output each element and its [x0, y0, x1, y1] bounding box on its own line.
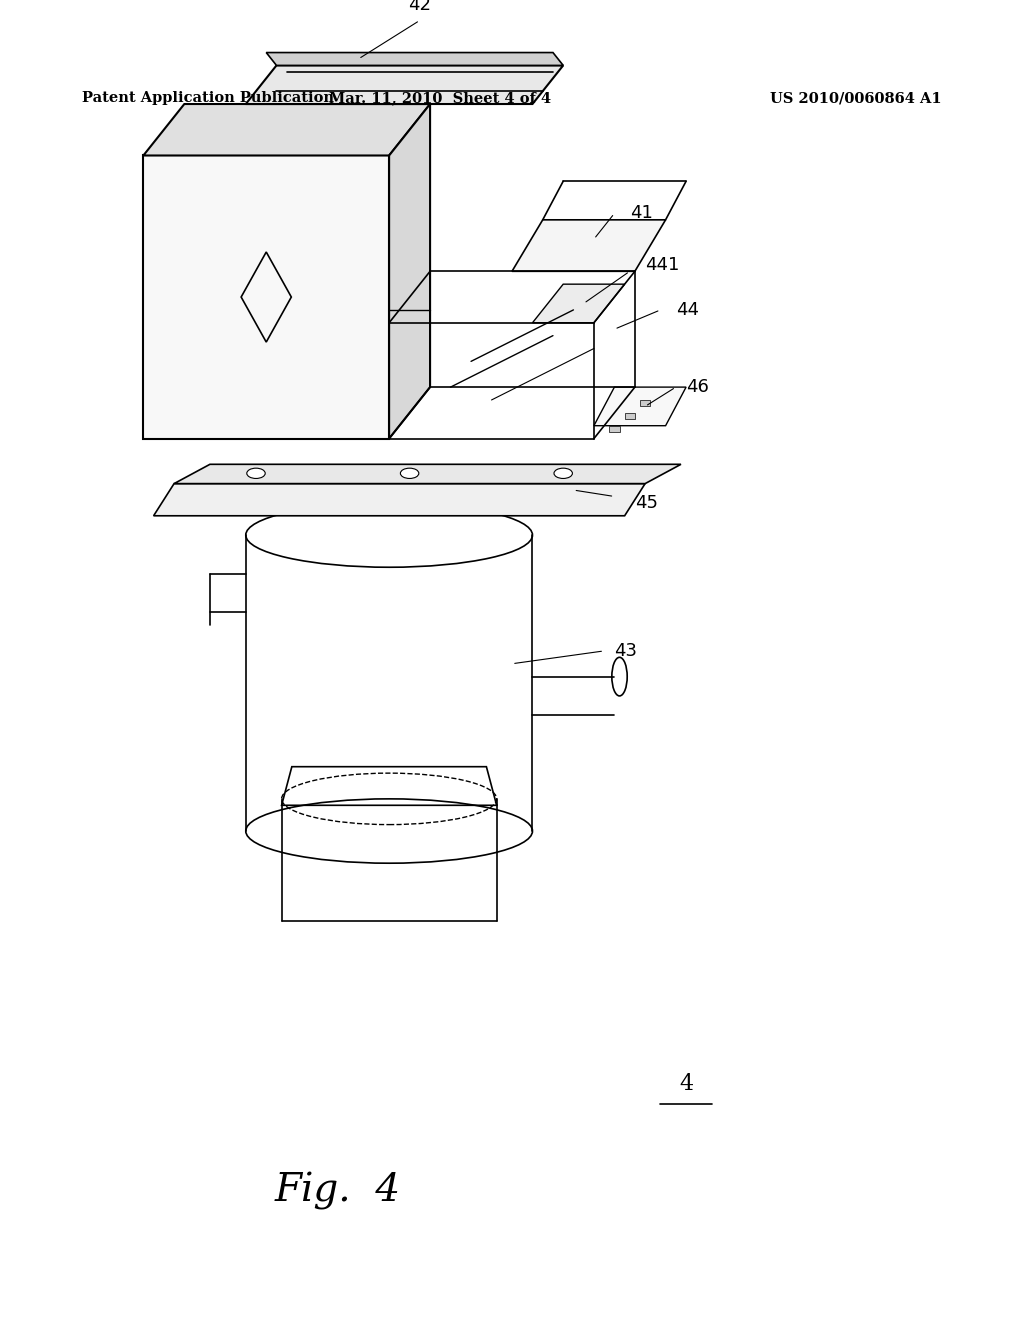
Polygon shape [532, 284, 625, 323]
Polygon shape [154, 483, 645, 516]
Text: Mar. 11, 2010  Sheet 4 of 4: Mar. 11, 2010 Sheet 4 of 4 [330, 91, 551, 106]
Text: US 2010/0060864 A1: US 2010/0060864 A1 [770, 91, 942, 106]
Text: 41: 41 [630, 205, 652, 222]
Polygon shape [594, 387, 686, 426]
Ellipse shape [400, 469, 419, 478]
Polygon shape [174, 465, 681, 483]
Text: 43: 43 [614, 642, 637, 660]
Polygon shape [246, 66, 563, 104]
Text: Fig.  4: Fig. 4 [274, 1172, 401, 1210]
Text: 45: 45 [635, 494, 657, 512]
Ellipse shape [247, 469, 265, 478]
Polygon shape [512, 220, 666, 272]
Text: 44: 44 [676, 301, 698, 319]
Ellipse shape [554, 469, 572, 478]
Text: 46: 46 [686, 378, 709, 396]
Text: 441: 441 [645, 256, 680, 273]
Text: 4: 4 [679, 1073, 693, 1094]
Text: Patent Application Publication: Patent Application Publication [82, 91, 334, 106]
Bar [609, 426, 620, 432]
Polygon shape [143, 104, 430, 156]
Bar [625, 413, 635, 420]
Polygon shape [389, 104, 430, 438]
Polygon shape [143, 156, 389, 438]
Text: 42: 42 [409, 0, 431, 15]
Ellipse shape [612, 657, 627, 696]
Bar [640, 400, 650, 407]
Polygon shape [266, 53, 563, 66]
